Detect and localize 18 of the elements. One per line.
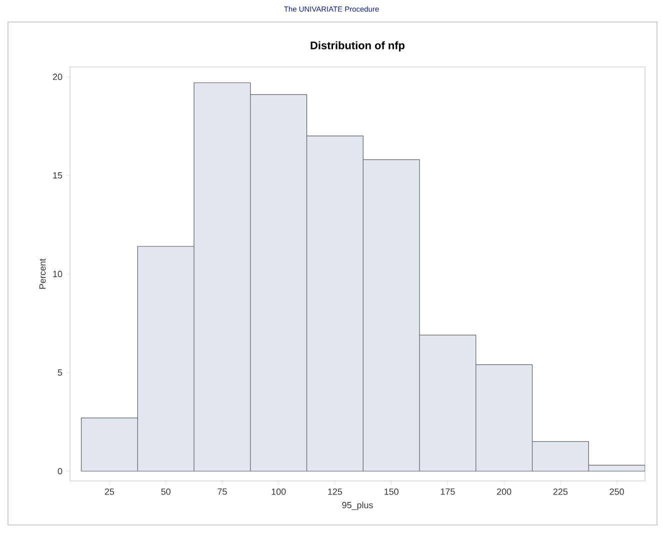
x-tick-label: 200: [497, 488, 512, 495]
x-tick-label: 250: [610, 488, 624, 495]
x-tick-label: 50: [161, 488, 170, 495]
y-axis-title: Percent: [39, 258, 46, 289]
y-tick-label: 20: [52, 74, 62, 80]
x-tick-label: 75: [218, 488, 227, 495]
x-axis-title: 95_plus: [342, 502, 373, 510]
x-tick-label: 175: [440, 488, 455, 495]
y-tick-label: 15: [53, 172, 62, 179]
x-tick-label: 150: [384, 488, 398, 495]
chart-title: Distribution of nfp: [310, 41, 405, 52]
x-tick-label: 225: [553, 488, 568, 495]
x-tick-label: 25: [104, 488, 114, 495]
y-tick-label: 10: [53, 270, 62, 278]
y-tick-label: 0: [58, 468, 62, 474]
y-tick-label: 5: [58, 369, 62, 376]
x-tick-label: 100: [272, 488, 286, 495]
x-tick-label: 125: [328, 488, 342, 495]
